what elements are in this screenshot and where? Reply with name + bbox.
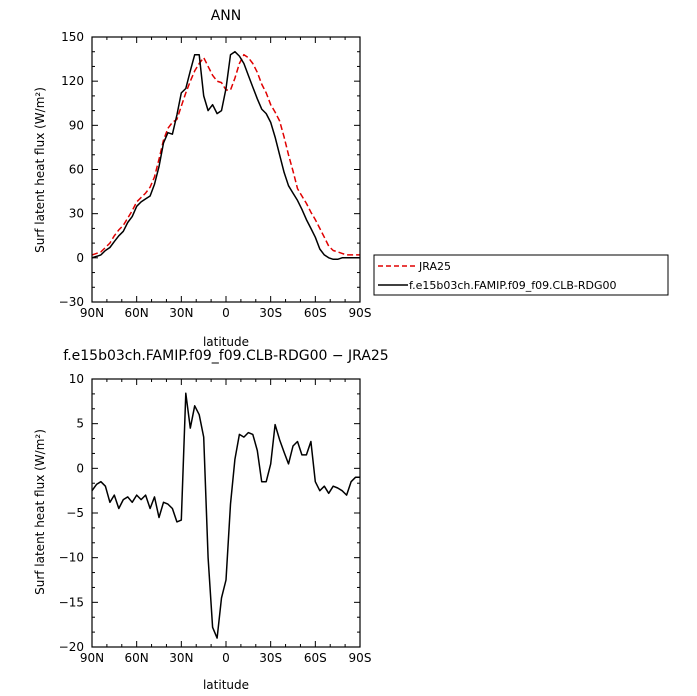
difference-line [91,392,360,639]
y-tick-label: −10 [59,551,84,565]
panel-1-title: ANN [211,8,242,24]
x-tick-label: 60S [304,651,327,665]
panel-2-ylabel: Surf latent heat flux (W/m²) [33,429,47,595]
y-tick-label: 90 [69,118,84,132]
legend-label-model: f.e15b03ch.FAMIP.f09_f09.CLB-RDG00 [409,279,617,292]
panel-2: f.e15b03ch.FAMIP.f09_f09.CLB-RDG00 − JRA… [33,348,389,692]
x-tick-label: 90S [349,306,372,320]
legend-label-jra25: JRA25 [418,260,451,273]
y-tick-label: 5 [76,417,84,431]
x-tick-label: 90S [349,651,372,665]
x-tick-label: 60N [125,651,149,665]
x-tick-label: 30S [259,651,282,665]
y-tick-label: 0 [76,461,84,475]
y-tick-label: −30 [59,295,84,309]
x-tick-label: 0 [222,651,230,665]
panel-1-ticks: 90N 60N 30N 0 30S 60S 90S −30 0 30 60 90 120 150 [59,30,372,320]
panel-1-series [91,50,360,261]
x-tick-label: 30N [169,306,193,320]
x-tick-label: 0 [222,306,230,320]
panel-2-series [91,392,360,639]
y-tick-label: 150 [61,30,84,44]
x-tick-label: 60N [125,306,149,320]
x-tick-label: 60S [304,306,327,320]
panel-1-frame [91,36,361,303]
panel-2-title: f.e15b03ch.FAMIP.f09_f09.CLB-RDG00 − JRA… [63,348,388,364]
series-line-model [91,50,360,261]
y-tick-label: −5 [66,506,84,520]
y-tick-label: 10 [69,372,84,386]
y-tick-label: −15 [59,595,84,609]
legend-box [373,254,669,296]
legend: JRA25 f.e15b03ch.FAMIP.f09_f09.CLB-RDG00 [373,254,669,296]
panel-2-ticks: 90N 60N 30N 0 30S 60S 90S −20 −15 −10 −5 0 5 10 [59,372,372,665]
x-tick-label: 30S [259,306,282,320]
panel-1: ANN Surf latent heat flux (W/m²) latitud… [33,8,669,349]
y-tick-label: 30 [69,207,84,221]
x-tick-label: 90N [80,651,104,665]
panel-1-ylabel: Surf latent heat flux (W/m²) [33,87,47,253]
panel-2-xlabel: latitude [203,678,249,692]
y-tick-label: 120 [61,74,84,88]
panel-2-frame [91,378,361,648]
x-tick-label: 30N [169,651,193,665]
panel-1-xlabel: latitude [203,335,249,349]
y-tick-label: −20 [59,640,84,654]
y-tick-label: 0 [76,251,84,265]
y-tick-label: 60 [69,163,84,177]
x-tick-label: 90N [80,306,104,320]
